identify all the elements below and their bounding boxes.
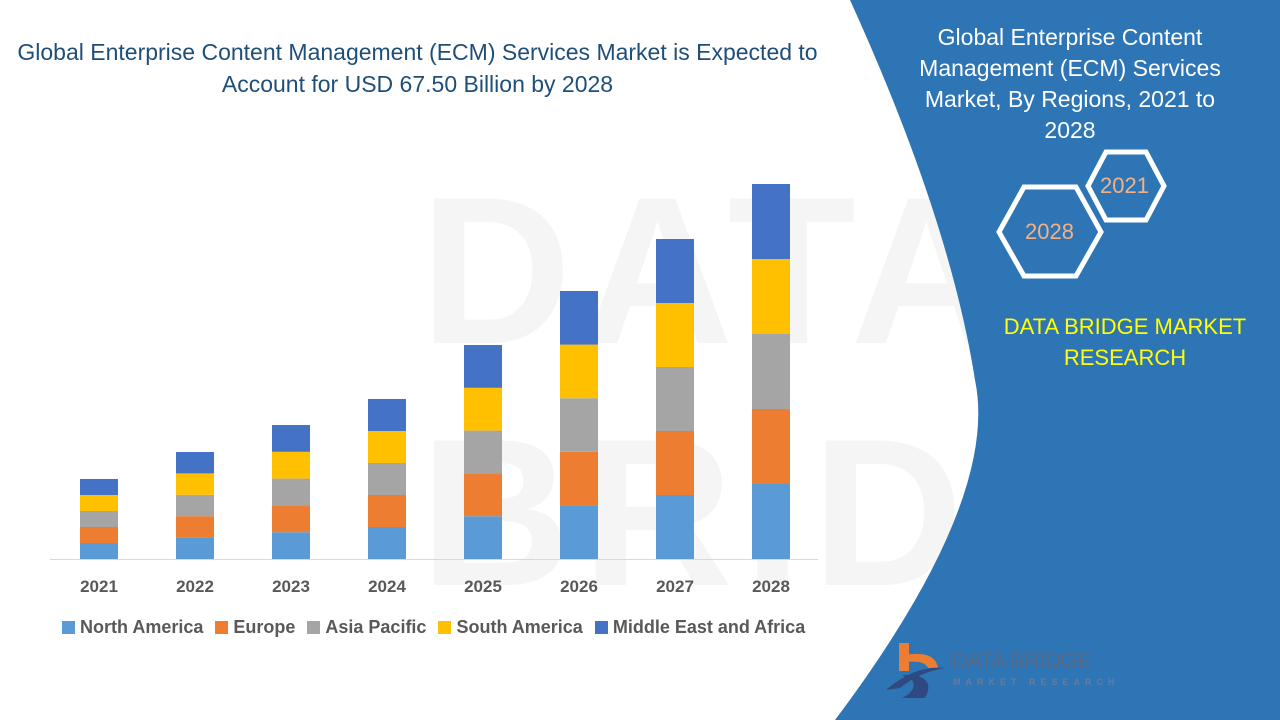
bar-2024-north-america	[368, 527, 406, 559]
bar-2022-europe	[176, 516, 214, 538]
logo-icon	[886, 643, 945, 698]
legend-swatch	[307, 621, 321, 634]
bar-2024-europe	[368, 495, 406, 527]
bar-2023-middle-east-and-africa	[272, 425, 310, 452]
bar-2023-north-america	[272, 532, 310, 559]
hex-label-2021: 2021	[1100, 173, 1149, 198]
bar-2023-asia-pacific	[272, 478, 310, 506]
hexagon-2021	[1085, 149, 1167, 223]
bar-2026-north-america	[560, 505, 598, 559]
bar-2025-south-america	[464, 387, 502, 431]
bar-2028-north-america	[752, 484, 790, 559]
bar-2024-south-america	[368, 431, 406, 463]
bar-2025-europe	[464, 473, 502, 517]
bar-2027-north-america	[656, 495, 694, 559]
x-tick-label: 2023	[272, 577, 310, 596]
bar-2022-middle-east-and-africa	[176, 452, 214, 474]
legend-item: Europe	[215, 617, 295, 638]
bar-2021-asia-pacific	[80, 511, 118, 527]
bar-2021-middle-east-and-africa	[80, 479, 118, 495]
legend-swatch	[594, 621, 608, 634]
bar-2027-europe	[656, 431, 694, 495]
bar-2022-asia-pacific	[176, 494, 214, 517]
hex-label-2028: 2028	[1025, 219, 1074, 244]
legend-label: Middle East and Africa	[612, 617, 806, 637]
bar-2024-asia-pacific	[368, 463, 406, 495]
legend-label: South America	[456, 617, 583, 637]
bar-2024-middle-east-and-africa	[368, 399, 406, 431]
bar-2026-middle-east-and-africa	[560, 291, 598, 345]
bar-2028-south-america	[752, 259, 790, 334]
legend-item: South America	[438, 617, 583, 638]
brand-name: DATA BRIDGE MARKET RESEARCH	[1003, 314, 1247, 370]
chart-title: Global Enterprise Content Management (EC…	[17, 39, 818, 97]
panel-background	[835, 0, 1280, 720]
bar-2026-south-america	[560, 344, 598, 399]
hexagon-2028	[996, 184, 1104, 279]
legend: North America Europe Asia Pacific South Ame…	[62, 617, 805, 638]
x-tick-label: 2028	[752, 577, 790, 596]
bar-2025-middle-east-and-africa	[464, 345, 502, 388]
x-tick-label: 2027	[656, 577, 694, 596]
bar-2026-europe	[560, 451, 598, 506]
bar-2028-europe	[752, 409, 790, 484]
legend-label: North America	[80, 617, 204, 637]
bar-2027-south-america	[656, 303, 694, 367]
x-tick-label: 2021	[80, 577, 118, 596]
bar-2027-middle-east-and-africa	[656, 239, 694, 303]
panel-title: Global Enterprise Content Management (EC…	[919, 24, 1221, 143]
legend-label: Asia Pacific	[325, 617, 427, 637]
legend-item: Middle East and Africa	[594, 617, 806, 638]
bar-2027-asia-pacific	[656, 367, 694, 431]
legend-label: Europe	[233, 617, 296, 637]
bar-2025-north-america	[464, 516, 502, 559]
bar-2021-south-america	[80, 495, 118, 511]
x-tick-label: 2026	[560, 577, 598, 596]
x-tick-label: 2024	[368, 577, 406, 596]
bar-2028-middle-east-and-africa	[752, 184, 790, 259]
bar-2028-asia-pacific	[752, 334, 790, 409]
logo-text: DATA BRIDGE	[952, 648, 1092, 673]
logo-subtext: MARKET RESEARCH	[953, 677, 1120, 687]
bar-2025-asia-pacific	[464, 430, 502, 474]
bar-2023-europe	[272, 505, 310, 533]
legend-item: North America	[62, 617, 203, 638]
bar-2021-europe	[80, 527, 118, 543]
legend-swatch	[62, 621, 75, 634]
legend-item: Asia Pacific	[307, 617, 426, 638]
bar-2026-asia-pacific	[560, 398, 598, 452]
bar-2022-south-america	[176, 473, 214, 495]
bar-2022-north-america	[176, 537, 214, 559]
x-tick-label: 2022	[176, 577, 214, 596]
bar-2023-south-america	[272, 451, 310, 479]
x-tick-label: 2025	[464, 577, 502, 596]
legend-swatch	[438, 621, 452, 634]
bar-2021-north-america	[80, 543, 118, 559]
legend-swatch	[215, 621, 229, 634]
stacked-bar-chart: 2021 2022 2023 2024 2025 2026 2027 2028	[50, 184, 818, 596]
